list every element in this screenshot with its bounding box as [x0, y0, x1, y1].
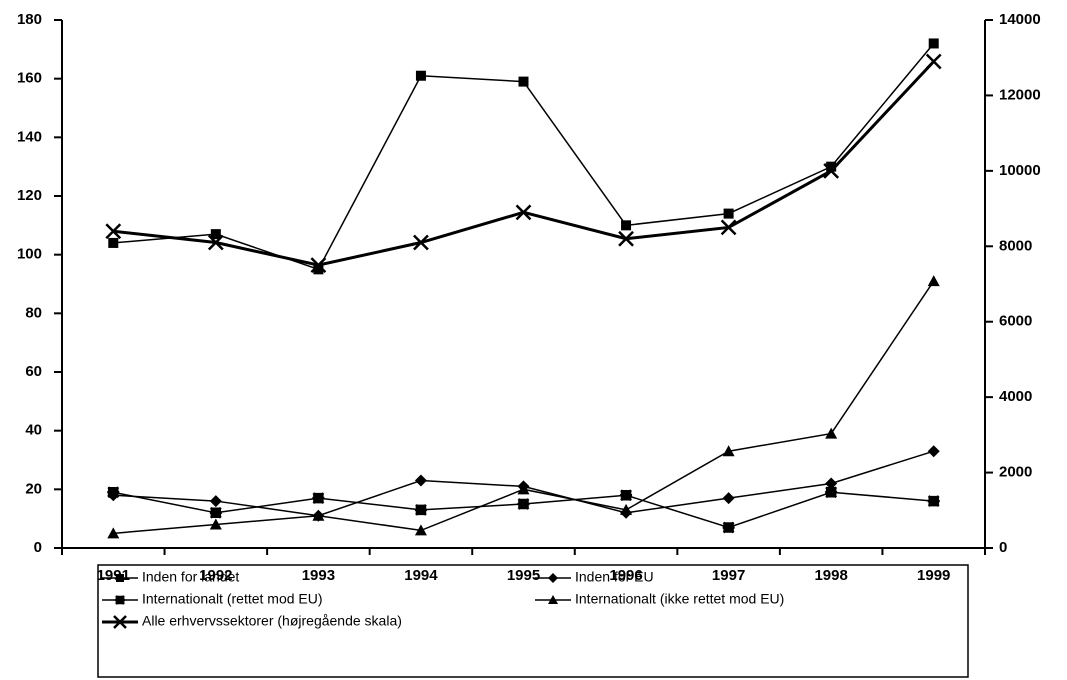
- marker: [621, 220, 632, 231]
- y-tick-label: 20: [25, 480, 42, 497]
- marker: [518, 76, 529, 87]
- marker: [723, 208, 734, 219]
- y2-tick-label: 8000: [999, 237, 1032, 254]
- marker: [210, 229, 221, 240]
- marker: [414, 524, 427, 536]
- legend-label: Internationalt (ikke rettet mod EU): [575, 591, 784, 607]
- marker: [413, 234, 429, 251]
- marker: [823, 162, 840, 179]
- y2-tick-label: 6000: [999, 313, 1032, 330]
- y-tick-label: 180: [17, 11, 42, 28]
- marker: [312, 492, 325, 505]
- marker: [825, 427, 838, 439]
- x-tick-label: 1998: [814, 567, 847, 584]
- marker: [415, 70, 426, 81]
- marker: [310, 257, 327, 274]
- y-tick-label: 60: [25, 363, 42, 380]
- marker: [826, 161, 837, 172]
- marker: [312, 509, 325, 521]
- series-line: [113, 280, 935, 535]
- x-tick-label: 1993: [302, 567, 335, 584]
- x-tick-label: 1994: [404, 567, 438, 584]
- marker: [927, 275, 940, 287]
- marker: [722, 445, 735, 457]
- marker: [720, 219, 737, 236]
- y2-tick-label: 2000: [999, 464, 1032, 481]
- y2-tick-label: 12000: [999, 86, 1041, 103]
- y2-tick-label: 14000: [999, 11, 1041, 28]
- x-tick-label: 1996: [609, 567, 642, 584]
- marker: [116, 574, 124, 582]
- marker: [517, 483, 530, 495]
- marker: [722, 492, 735, 505]
- marker: [825, 477, 838, 490]
- x-tick-label: 1999: [917, 567, 950, 584]
- marker: [548, 595, 558, 604]
- marker: [209, 495, 222, 508]
- marker: [108, 237, 119, 248]
- marker: [105, 223, 122, 240]
- marker: [928, 38, 939, 49]
- legend-label: Inden for EU: [575, 569, 654, 585]
- y2-tick-label: 0: [999, 539, 1007, 556]
- y-tick-label: 100: [17, 246, 42, 263]
- marker: [927, 445, 940, 458]
- y2-tick-label: 4000: [999, 388, 1032, 405]
- y-tick-label: 40: [25, 422, 42, 439]
- marker: [107, 486, 120, 499]
- marker: [113, 615, 127, 629]
- marker: [313, 264, 324, 275]
- marker: [414, 474, 427, 487]
- y-tick-label: 140: [17, 128, 42, 145]
- marker: [548, 573, 558, 583]
- marker: [207, 234, 224, 251]
- marker: [209, 518, 222, 530]
- marker: [115, 595, 125, 605]
- x-tick-label: 1995: [507, 567, 540, 584]
- y2-tick-label: 10000: [999, 162, 1041, 179]
- series-line: [113, 60, 935, 267]
- legend: Inden for landet Inden for EU Internationa…: [97, 564, 969, 678]
- marker: [825, 486, 838, 499]
- marker: [517, 498, 530, 510]
- y-tick-label: 120: [17, 187, 42, 204]
- x-tick-label: 1992: [199, 567, 232, 584]
- y-tick-label: 80: [25, 304, 42, 321]
- legend-box: [97, 564, 969, 678]
- marker: [209, 506, 222, 519]
- marker: [620, 503, 633, 515]
- legend-label: Alle erhvervssektorer (højregående skala…: [142, 613, 402, 629]
- legend-label: Inden for landet: [142, 569, 239, 585]
- marker: [927, 495, 940, 507]
- marker: [414, 503, 427, 516]
- x-tick-label: 1997: [712, 567, 745, 584]
- legend-label: Internationalt (rettet mod EU): [142, 591, 323, 607]
- marker: [620, 489, 633, 502]
- x-tick-label: 1991: [97, 567, 130, 584]
- marker: [618, 230, 634, 247]
- y-tick-label: 0: [34, 539, 42, 556]
- marker: [925, 53, 942, 70]
- marker: [722, 521, 735, 534]
- marker: [107, 527, 120, 539]
- y-tick-label: 160: [17, 70, 42, 87]
- marker: [515, 204, 532, 221]
